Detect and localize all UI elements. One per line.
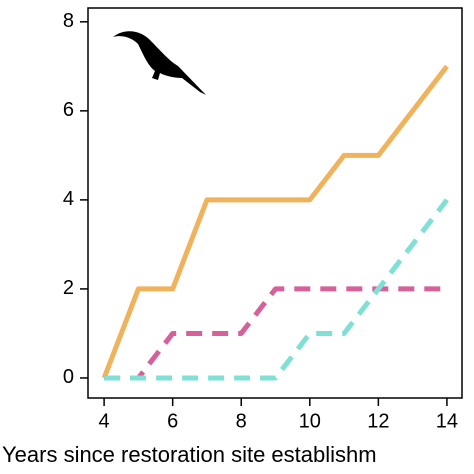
x-tick-label: 4 xyxy=(99,410,110,432)
bird-icon xyxy=(113,31,206,95)
y-tick-label: 6 xyxy=(63,99,74,121)
x-tick-label: 10 xyxy=(299,410,321,432)
y-tick-label: 2 xyxy=(63,277,74,299)
y-tick-label: 8 xyxy=(63,10,74,32)
x-tick-label: 6 xyxy=(167,410,178,432)
series-line xyxy=(104,198,449,381)
series-line xyxy=(101,64,449,379)
plot-frame xyxy=(87,7,463,399)
series-line xyxy=(104,286,447,381)
x-axis-label: Years since restoration site establishm xyxy=(2,442,377,467)
y-tick-label: 4 xyxy=(63,188,74,210)
x-tick-label: 14 xyxy=(436,410,458,432)
x-tick-label: 12 xyxy=(367,410,389,432)
x-tick-label: 8 xyxy=(236,410,247,432)
y-tick-label: 0 xyxy=(63,366,74,388)
